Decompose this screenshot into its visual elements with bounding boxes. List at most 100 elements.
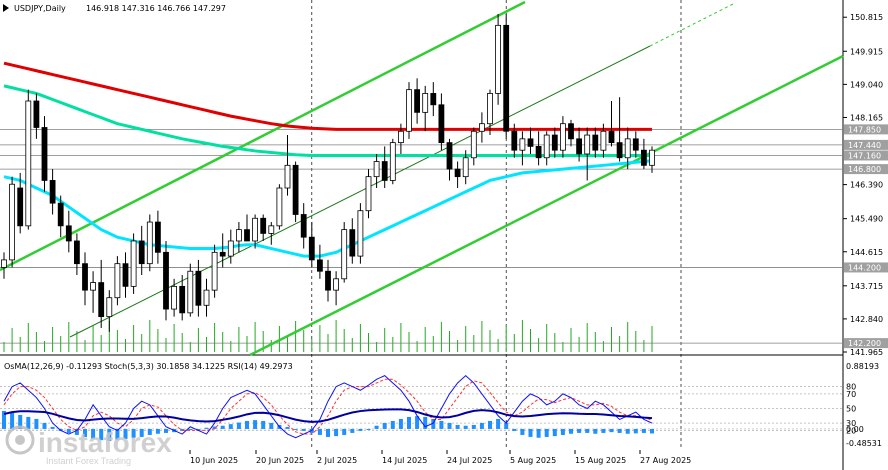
candle-body — [495, 24, 502, 94]
osma-bar — [585, 428, 590, 433]
candle-body — [470, 130, 477, 159]
osma-bar — [374, 425, 379, 429]
chart-header: USDJPY,Daily 146.918 147.316 146.766 147… — [3, 4, 226, 13]
osma-top-label: 0.88193 — [846, 362, 879, 371]
candle-body — [106, 297, 113, 318]
candle-body — [576, 138, 582, 155]
candle-body — [41, 127, 48, 181]
candle-body — [130, 240, 137, 287]
candle-body — [163, 251, 169, 310]
osma-bar — [326, 428, 330, 437]
indicator-label: OsMA(12,26,9) -0.11293 Stoch(5,3,3) 30.1… — [4, 362, 293, 371]
price-tick-label: 141.965 — [850, 348, 883, 357]
osma-bar — [415, 416, 420, 429]
osma-bar — [423, 416, 428, 429]
osma-bar — [496, 418, 501, 429]
osma-bottom-label: -0.48531 — [846, 439, 882, 448]
osma-bar — [285, 426, 290, 429]
osma-bar — [633, 428, 638, 434]
osma-bar — [123, 428, 128, 439]
watermark-brand: instaforex — [38, 427, 172, 458]
price-tick-label: 149.915 — [850, 47, 883, 56]
candle-body — [235, 229, 242, 242]
candle-body — [519, 138, 526, 151]
candle-body — [17, 187, 24, 227]
candle-body — [527, 138, 534, 147]
osma-bar — [220, 425, 225, 429]
osma-bar — [83, 428, 87, 437]
osma-bar — [91, 428, 96, 439]
osma-bar — [512, 428, 517, 431]
candle-body — [74, 240, 80, 265]
indicator-level-label: 80 — [846, 383, 856, 392]
candle-body — [616, 142, 623, 159]
moving-average-line — [3, 61, 652, 131]
indicator-level-label: 20 — [846, 426, 856, 435]
osma-bar — [42, 422, 47, 429]
candle-body — [584, 134, 591, 155]
osma-bar — [650, 428, 654, 434]
time-tick-label: 5 Aug 2025 — [510, 456, 556, 465]
candle-body — [219, 251, 226, 257]
price-tick-label: 143.715 — [850, 282, 883, 291]
osma-bar — [196, 428, 201, 430]
price-level-label: 147.160 — [848, 151, 881, 160]
candle-body — [300, 214, 307, 238]
osma-bar — [407, 416, 411, 429]
candle-body — [487, 93, 493, 125]
price-level-label-bg — [844, 124, 888, 135]
instaforex-logo-icon — [5, 425, 35, 455]
osma-bar — [50, 426, 55, 429]
lower-channel-line — [249, 54, 844, 357]
osma-bar — [350, 428, 355, 433]
osma-bar — [204, 427, 209, 429]
indicator-pane[interactable]: OsMA(12,26,9) -0.11293 Stoch(5,3,3) 30.1… — [0, 362, 882, 448]
candle-body — [122, 263, 129, 287]
osma-bar — [131, 428, 136, 438]
trend-channels[interactable] — [0, 0, 844, 357]
time-tick-label: 24 Jul 2025 — [447, 456, 492, 465]
candle-body — [292, 164, 299, 215]
candlesticks — [1, 14, 655, 332]
osma-bar — [253, 420, 258, 429]
osma-bar — [2, 410, 6, 429]
candle-body — [211, 251, 218, 291]
candle-body — [551, 134, 558, 151]
candle-body — [276, 187, 283, 227]
indicator-level-label: 0.00 — [846, 425, 864, 434]
price-level-label: 146.800 — [848, 165, 881, 174]
time-tick-label: 14 Jul 2025 — [382, 456, 427, 465]
osma-bar — [479, 422, 484, 429]
osma-bar — [269, 422, 274, 429]
price-level-label: 144.200 — [848, 263, 881, 272]
candle-body — [422, 93, 429, 113]
candle-body — [543, 134, 550, 159]
osma-bar — [520, 428, 525, 435]
candle-body — [365, 176, 372, 212]
candle-body — [82, 263, 88, 291]
osma-histogram — [2, 410, 654, 441]
osma-bar — [577, 428, 582, 433]
candle-body — [65, 225, 72, 242]
candle-body — [641, 149, 647, 166]
osma-bar — [463, 425, 468, 429]
price-tick-label: 145.490 — [850, 215, 883, 224]
candle-body — [9, 183, 16, 261]
symbol-label: USDJPY,Daily — [14, 4, 66, 13]
candle-body — [535, 146, 542, 159]
instaforex-watermark: instaforex Instant Forex Trading — [5, 425, 172, 466]
osma-bar — [236, 422, 241, 429]
candle-body — [438, 104, 445, 144]
price-tick-label: 142.840 — [850, 315, 883, 324]
candle-body — [187, 270, 194, 314]
osma-bar — [26, 416, 31, 429]
watermark-tagline: Instant Forex Trading — [46, 456, 131, 466]
osma-bar — [317, 428, 322, 435]
header-triangle-icon — [3, 4, 9, 12]
osma-bar — [447, 422, 452, 429]
osma-bar — [293, 428, 298, 430]
candle-body — [252, 217, 259, 242]
candle-body — [649, 149, 655, 166]
